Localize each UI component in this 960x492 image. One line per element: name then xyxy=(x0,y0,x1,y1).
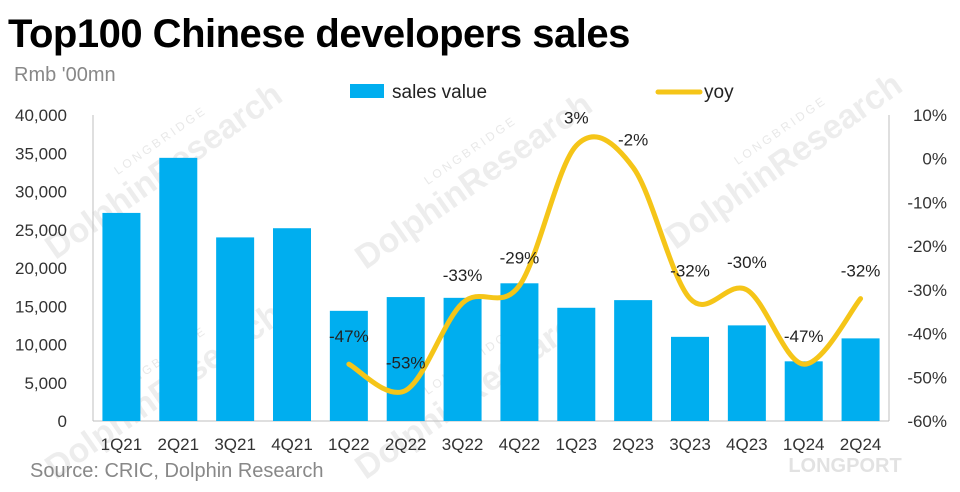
legend-swatch-sales-value xyxy=(350,84,384,98)
unit-label: Rmb '00mn xyxy=(14,64,116,86)
left-axis-tick-label: 20,000 xyxy=(15,259,67,278)
yoy-data-label: -29% xyxy=(500,248,540,267)
watermark-text-longport: LONGPORT xyxy=(788,455,901,477)
yoy-data-label: -30% xyxy=(727,253,767,272)
sales-value-bar xyxy=(386,297,425,421)
yoy-data-label: -53% xyxy=(386,353,426,372)
sales-value-bar xyxy=(500,283,539,421)
sales-value-bar xyxy=(159,157,198,421)
x-axis-tick-label: 2Q22 xyxy=(385,435,427,454)
left-axis-tick-label: 40,000 xyxy=(15,106,67,125)
left-axis-tick-label: 10,000 xyxy=(15,336,67,355)
sales-value-bar xyxy=(727,325,766,421)
right-axis-tick-label: -40% xyxy=(907,325,947,344)
yoy-data-label: -47% xyxy=(329,327,369,346)
right-axis-tick-label: 0% xyxy=(922,150,947,169)
right-axis-tick-label: 10% xyxy=(913,106,947,125)
sales-value-bar xyxy=(557,307,596,421)
right-axis-tick-label: -20% xyxy=(907,237,947,256)
x-axis-tick-label: 4Q23 xyxy=(726,435,768,454)
right-axis-ticks: -60% -50% -40% -30% -20% -10% 0% 10% xyxy=(907,106,947,431)
left-axis-ticks: 0 5,000 10,000 15,000 20,000 25,000 30,000 35,0… xyxy=(15,106,67,431)
x-axis-tick-label: 3Q21 xyxy=(214,435,256,454)
x-axis-tick-label: 3Q23 xyxy=(669,435,711,454)
sales-value-bar xyxy=(216,237,255,421)
sales-value-bar xyxy=(614,300,653,421)
sales-value-bar xyxy=(841,338,880,421)
yoy-line xyxy=(346,134,864,395)
watermark-text: DolphinResearch xyxy=(348,85,599,277)
left-axis-tick-label: 25,000 xyxy=(15,221,67,240)
right-axis-tick-label: -60% xyxy=(907,412,947,431)
left-axis-tick-label: 15,000 xyxy=(15,297,67,316)
yoy-data-label: -32% xyxy=(670,262,710,281)
x-axis-ticks: 1Q21 2Q21 3Q21 4Q21 1Q22 2Q22 3Q22 4Q22 1Q23 2Q23… xyxy=(101,435,882,454)
x-axis-tick-label: 2Q24 xyxy=(840,435,882,454)
chart-title: Top100 Chinese developers sales xyxy=(8,12,630,56)
left-axis-tick-label: 0 xyxy=(58,412,67,431)
x-axis-tick-label: 1Q21 xyxy=(101,435,143,454)
left-axis-tick-label: 5,000 xyxy=(24,374,67,393)
sales-value-bar xyxy=(273,228,311,421)
x-axis-tick-label: 3Q22 xyxy=(442,435,484,454)
sales-value-bar xyxy=(102,212,141,421)
x-axis-tick-label: 4Q21 xyxy=(271,435,313,454)
yoy-data-label: -33% xyxy=(443,266,483,285)
x-axis-tick-label: 1Q23 xyxy=(555,435,597,454)
x-axis-tick-label: 2Q23 xyxy=(612,435,654,454)
right-axis-tick-label: -30% xyxy=(907,281,947,300)
sales-value-bar xyxy=(671,336,709,421)
legend: sales value yoy xyxy=(350,82,734,103)
left-axis-tick-label: 35,000 xyxy=(15,144,67,163)
legend-label-yoy: yoy xyxy=(704,82,734,103)
left-axis-tick-label: 30,000 xyxy=(15,183,67,202)
x-axis-tick-label: 1Q24 xyxy=(783,435,825,454)
yoy-data-label: -2% xyxy=(618,130,648,149)
yoy-data-label: -47% xyxy=(784,327,824,346)
right-axis-tick-label: -50% xyxy=(907,368,947,387)
source-note: Source: CRIC, Dolphin Research xyxy=(30,460,324,482)
yoy-data-label: 3% xyxy=(564,109,589,128)
legend-label-sales-value: sales value xyxy=(392,82,487,103)
sales-value-bar xyxy=(784,361,823,421)
bar-series xyxy=(102,157,880,421)
x-axis-tick-label: 1Q22 xyxy=(328,435,370,454)
right-axis-tick-label: -10% xyxy=(907,193,947,212)
x-axis-tick-label: 4Q22 xyxy=(499,435,541,454)
yoy-data-label: -32% xyxy=(841,262,881,281)
x-axis-tick-label: 2Q21 xyxy=(157,435,199,454)
yoy-data-labels: -47% -53% -33% -29% 3% -2% -32% -30% -47% -32% xyxy=(329,109,880,373)
